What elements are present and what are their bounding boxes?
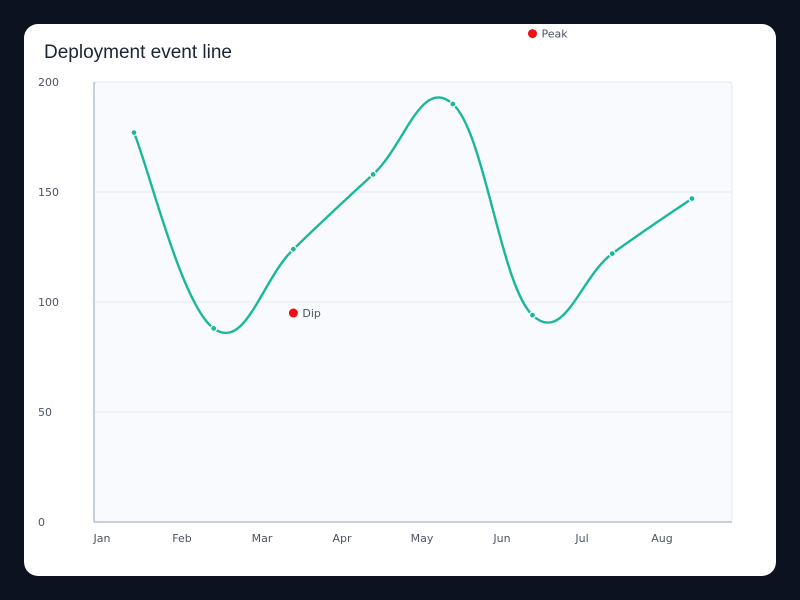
y-tick-label: 150 [38,186,59,199]
x-tick-label: May [411,532,434,545]
axis-layer [93,82,732,523]
x-tick-label: Jun [492,532,510,545]
data-point [528,311,537,319]
x-tick-label: Aug [651,532,672,545]
chart-svg: 0 50 100 150 200 Jan Feb Mar Apr May Jun Jul Aug Di… [38,28,733,545]
data-point [289,245,297,253]
data-point [210,324,218,332]
data-point [369,170,377,178]
data-point [130,128,138,137]
y-tick-label: 50 [38,406,52,419]
data-point [449,100,457,108]
y-tick-label: 200 [38,76,59,89]
x-tick-label: Feb [172,532,191,545]
x-tick-label: Mar [252,532,273,545]
annotation-label: Dip [302,307,321,320]
series-layer [130,96,696,335]
chart-title: Deployment event line [44,42,232,63]
annotation-layer: Dip Peak [288,28,569,320]
chart-card: Deployment event line 0 50 100 150 200 Jan Fe… [24,24,776,576]
grid-layer [94,81,732,413]
data-point [688,195,696,203]
annotation-label: Peak [542,28,569,41]
x-tick-label: Apr [332,532,352,545]
data-point [608,250,616,258]
y-tick-label: 0 [38,516,45,529]
annotation-marker [528,29,537,39]
annotation-marker [288,308,298,318]
y-tick-labels: 0 50 100 150 200 [38,76,59,529]
x-tick-label: Jan [93,532,111,545]
x-tick-label: Jul [574,532,588,545]
x-tick-labels: Jan Feb Mar Apr May Jun Jul Aug [93,532,673,545]
y-tick-label: 100 [38,296,59,309]
